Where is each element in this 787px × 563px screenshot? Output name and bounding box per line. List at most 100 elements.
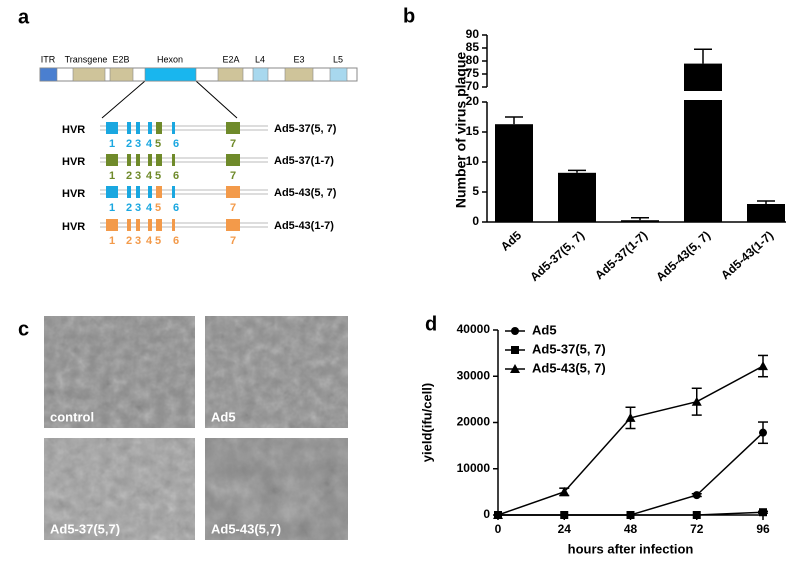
y-tick-label: 5 [472, 184, 479, 198]
marker [493, 510, 503, 519]
bar [747, 204, 785, 222]
marker [691, 396, 702, 406]
x-tick-label: 48 [624, 522, 638, 536]
marker [758, 361, 768, 371]
genome-label: E3 [293, 54, 304, 64]
hvr-number: 3 [135, 202, 141, 214]
y-axis-label: Number of virus plaque [453, 52, 469, 209]
y-tick-label: 10 [466, 154, 480, 168]
micrograph-label: Ad5-43(5,7) [211, 521, 281, 536]
hvr-block [106, 186, 118, 198]
hvr-number: 4 [146, 138, 153, 150]
hvr-number: 5 [155, 202, 161, 214]
hvr-number: 6 [173, 202, 179, 214]
hvr-prefix: HVR [62, 156, 85, 168]
hvr-block [148, 219, 152, 231]
hvr-number: 1 [109, 202, 115, 214]
hvr-prefix: HVR [62, 188, 85, 200]
bar [621, 220, 659, 222]
y-tick-label: 40000 [457, 322, 491, 336]
hvr-number: 3 [135, 138, 141, 150]
hvr-block [136, 186, 140, 198]
legend-marker [511, 346, 519, 354]
hvr-number: 5 [155, 170, 161, 182]
x-tick-label: 0 [495, 522, 502, 536]
marker [759, 428, 767, 437]
genome-segment [252, 67, 269, 82]
x-tick-label: Ad5-37(1-7) [592, 228, 650, 282]
construct-name: Ad5-43(5, 7) [274, 187, 337, 199]
bar [558, 172, 596, 222]
bar [495, 124, 533, 222]
series-line [497, 365, 764, 516]
x-tick-label: 72 [690, 522, 704, 536]
genome-label: E2B [112, 54, 129, 64]
hvr-block [148, 122, 152, 134]
marker [559, 486, 570, 496]
hvr-block [148, 186, 152, 198]
micrograph-texture [205, 438, 348, 540]
hvr-block [106, 154, 118, 166]
genome-segment [109, 67, 134, 82]
hvr-number: 7 [230, 138, 236, 150]
legend-label: Ad5 [532, 322, 557, 337]
y-axis-label: yield(ifu/cell) [419, 383, 434, 462]
hvr-block [226, 122, 240, 134]
x-tick-label: Ad5-43(5, 7) [653, 228, 713, 284]
hvr-number: 2 [126, 170, 132, 182]
genome-label: L5 [333, 54, 343, 64]
legend-marker [510, 364, 520, 373]
hvr-number: 7 [230, 170, 236, 182]
genome-label: Transgene [65, 54, 108, 64]
y-tick-label: 10000 [457, 461, 491, 475]
hvr-number: 6 [173, 170, 179, 182]
genome-label: ITR [41, 54, 56, 64]
hvr-number: 1 [109, 235, 115, 247]
hvr-number: 3 [135, 235, 141, 247]
x-tick-label: Ad5 [498, 228, 524, 254]
legend-label: Ad5-37(5, 7) [532, 341, 606, 356]
hvr-block [226, 154, 240, 166]
marker [692, 491, 701, 500]
hvr-number: 3 [135, 170, 141, 182]
hvr-prefix: HVR [62, 124, 85, 136]
x-tick-label: 96 [756, 522, 770, 536]
zoom-line [101, 80, 146, 119]
hvr-number: 6 [173, 138, 179, 150]
hvr-block [172, 154, 175, 166]
hvr-block [136, 122, 140, 134]
genome-segment [217, 67, 244, 82]
axis-break [481, 91, 781, 100]
hvr-block [156, 186, 162, 198]
hvr-number: 2 [126, 235, 132, 247]
marker [759, 508, 767, 517]
hvr-block [226, 219, 240, 231]
genome-segment [329, 67, 348, 82]
hvr-block [106, 219, 118, 231]
genome-segment [144, 67, 197, 82]
series-line [498, 432, 764, 516]
hvr-number: 6 [173, 235, 179, 247]
hvr-block [226, 186, 240, 198]
genome-label: Hexon [157, 54, 183, 64]
hvr-number: 4 [146, 235, 153, 247]
y-tick-label: 85 [466, 40, 480, 54]
hvr-number: 1 [109, 170, 115, 182]
hvr-number: 4 [146, 170, 153, 182]
marker [626, 511, 635, 519]
hvr-block [127, 122, 131, 134]
y-tick-label: 70 [466, 79, 480, 93]
micrograph-label: Ad5-37(5,7) [50, 521, 120, 536]
micrograph-label: Ad5 [211, 409, 236, 424]
hvr-block [156, 122, 162, 134]
y-tick-label: 0 [483, 507, 490, 521]
hvr-number: 7 [230, 235, 236, 247]
hvr-block [127, 186, 131, 198]
hvr-block [127, 154, 131, 166]
hvr-number: 5 [155, 138, 161, 150]
x-tick-label: Ad5-37(5, 7) [527, 228, 587, 284]
panel-letter: c [18, 318, 29, 340]
y-tick-label: 30000 [457, 368, 491, 382]
genome-label: E2A [222, 54, 239, 64]
